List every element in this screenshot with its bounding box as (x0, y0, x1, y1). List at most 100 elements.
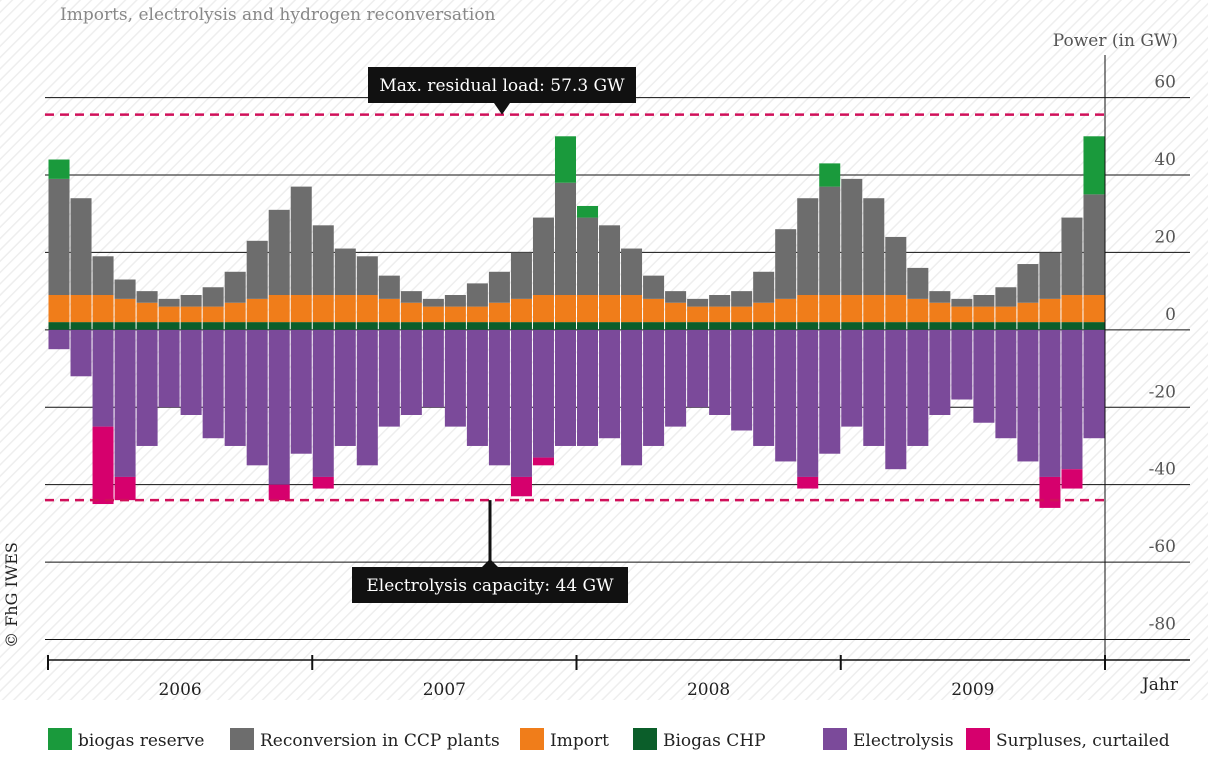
x-axis-label: Jahr (1140, 675, 1179, 695)
bar-segment (1061, 295, 1083, 323)
bar-segment (599, 225, 621, 295)
bar-segment (643, 329, 665, 446)
bar-segment (665, 302, 687, 323)
bar-segment (753, 271, 775, 303)
bar-segment (180, 295, 202, 307)
bar-segment (532, 295, 554, 323)
bar-segment (92, 322, 114, 330)
bar-segment (797, 476, 819, 489)
bar-segment (929, 329, 951, 415)
bar-segment (951, 322, 973, 330)
bar-segment (510, 322, 532, 330)
bar-segment (1083, 194, 1105, 295)
bar-segment (929, 291, 951, 303)
bar-segment (643, 322, 665, 330)
bar-segment (334, 329, 356, 446)
bar-segment (114, 476, 136, 501)
plot-area: -80 -60 -40 -20 0 20 40 60 2006 2007 2008 2009 Max. … (45, 55, 1190, 700)
bar-segment (621, 248, 643, 295)
bar-segment (577, 205, 599, 218)
bar-segment (158, 322, 180, 330)
bar-segment (1017, 329, 1039, 462)
bar-segment (422, 322, 444, 330)
bar-segment (973, 306, 995, 323)
bar-segment (312, 329, 334, 477)
bar-segment (378, 329, 400, 427)
bar-segment (819, 329, 841, 454)
bar-segment (48, 329, 70, 350)
bar-segment (246, 322, 268, 330)
legend-swatch (966, 728, 990, 750)
bar-segment (378, 275, 400, 299)
legend-swatch (520, 728, 544, 750)
bar-segment (1017, 322, 1039, 330)
y-tick-label: 20 (1154, 227, 1176, 247)
legend-swatch (823, 728, 847, 750)
y-tick-label: 0 (1165, 305, 1176, 325)
bar-segment (202, 329, 224, 439)
legend-label: Surpluses, curtailed (996, 731, 1170, 751)
bar-segment (709, 322, 731, 330)
bar-segment (841, 329, 863, 427)
bar-segment (907, 267, 929, 299)
x-tick-label: 2008 (687, 680, 730, 700)
bar-segment (753, 302, 775, 323)
bar-segment (466, 306, 488, 323)
bar-segment (1083, 295, 1105, 323)
bar-segment (202, 322, 224, 330)
y-tick-label: 60 (1154, 73, 1176, 93)
legend-label: biogas reserve (78, 731, 204, 751)
bar-segment (158, 298, 180, 307)
bar-segment (554, 322, 576, 330)
bar-segment (1061, 322, 1083, 330)
bar-segment (532, 329, 554, 458)
bar-segment (158, 329, 180, 408)
bar-segment (1083, 322, 1105, 330)
bar-segment (268, 209, 290, 295)
bar-segment (929, 322, 951, 330)
x-tick-label: 2007 (423, 680, 466, 700)
bar-segment (577, 329, 599, 446)
bar-segment (819, 163, 841, 187)
y-tick-label: -60 (1149, 537, 1176, 557)
x-tick-label: 2009 (951, 680, 994, 700)
bar-segment (687, 329, 709, 408)
bar-segment (532, 217, 554, 295)
bar-segment (643, 275, 665, 299)
bar-segment (554, 295, 576, 323)
callout-label: Max. residual load: 57.3 GW (379, 76, 625, 96)
bar-segment (1039, 476, 1061, 508)
bar-segment (400, 291, 422, 303)
bar-segment (136, 329, 158, 446)
bar-segment (312, 476, 334, 489)
bar-segment (510, 476, 532, 497)
bar-segment (180, 329, 202, 415)
legend-label: Biogas CHP (663, 731, 766, 751)
bar-segment (334, 322, 356, 330)
bar-segment (444, 329, 466, 427)
bar-segment (202, 306, 224, 323)
bar-segment (753, 329, 775, 446)
bar-segment (70, 295, 92, 323)
bar-segment (92, 256, 114, 295)
bar-segment (841, 295, 863, 323)
bar-segment (92, 426, 114, 505)
bar-segment (554, 182, 576, 295)
bar-segment (48, 159, 70, 179)
chart-title: Imports, electrolysis and hydrogen recon… (60, 5, 496, 25)
bar-segment (1061, 329, 1083, 470)
bar-segment (1083, 136, 1105, 195)
bar-segment (510, 252, 532, 299)
y-tick-label: -80 (1149, 615, 1176, 635)
bar-segment (1061, 217, 1083, 295)
bar-segment (532, 457, 554, 466)
bar-segment (400, 329, 422, 415)
bar-segment (422, 329, 444, 408)
bar-segment (136, 322, 158, 330)
bar-segment (488, 302, 510, 323)
bar-segment (554, 136, 576, 183)
bar-segment (665, 329, 687, 427)
bar-segment (378, 298, 400, 323)
credit: © FhG IWES (2, 542, 21, 648)
bar-segment (907, 329, 929, 446)
